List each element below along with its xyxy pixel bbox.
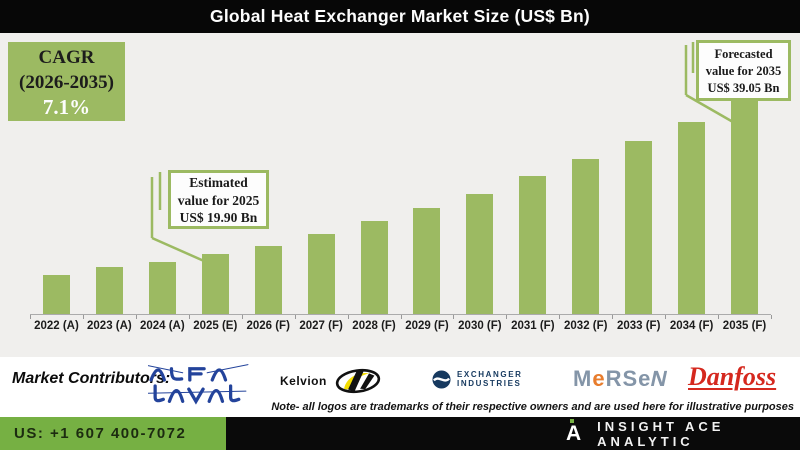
x-axis-tick xyxy=(241,315,243,319)
bar-2029-f- xyxy=(413,208,441,314)
insight-ace-logo-icon: A xyxy=(566,419,582,445)
x-axis-tick xyxy=(559,315,561,319)
mersen-logo: MeRSeN xyxy=(573,366,672,391)
x-axis-tick xyxy=(453,315,455,319)
callout-leader-lines xyxy=(150,42,734,263)
x-axis-tick xyxy=(188,315,190,319)
x-axis-line xyxy=(30,314,771,315)
contributors-strip: Market Contributors: xyxy=(0,357,800,417)
title-bar: Global Heat Exchanger Market Size (US$ B… xyxy=(0,0,800,33)
phone-number: US: +1 607 400-7072 xyxy=(14,425,187,442)
exchanger-industries-logo: EXCHANGER INDUSTRIES xyxy=(432,370,523,389)
x-axis-label: 2029 (F) xyxy=(405,320,449,332)
x-axis-label: 2030 (F) xyxy=(458,320,502,332)
bar-2027-f- xyxy=(307,234,335,314)
kelvion-logo-text: Kelvion xyxy=(280,374,327,388)
x-axis-label: 2035 (F) xyxy=(722,320,767,332)
x-axis-label: 2034 (F) xyxy=(669,320,714,332)
x-axis-label: 2024 (A) xyxy=(139,320,185,332)
bar-2034-f- xyxy=(678,122,706,314)
cagr-period: (2026-2035) xyxy=(19,72,114,93)
x-axis-label: 2023 (A) xyxy=(87,320,132,332)
cagr-title: CAGR xyxy=(38,47,95,68)
exchanger-industries-text: EXCHANGER INDUSTRIES xyxy=(457,370,523,388)
x-axis-tick xyxy=(506,315,508,319)
x-axis-tick xyxy=(294,315,296,319)
alfa-laval-logo xyxy=(147,360,250,411)
forecasted-value-callout: Forecasted value for 2035 US$ 39.05 Bn xyxy=(696,40,791,101)
x-axis-label: 2025 (E) xyxy=(193,320,238,332)
bar-2032-f- xyxy=(572,159,600,314)
contributors-label: Market Contributors: xyxy=(12,370,171,387)
kelvion-logo-icon xyxy=(335,368,380,394)
callout-line: US$ 39.05 Bn xyxy=(707,81,780,95)
chart-area: CAGR (2026-2035) 7.1% 2022 (A) 2023 (A) 20… xyxy=(0,33,800,357)
bar-2035-f- xyxy=(731,100,759,314)
x-axis-tick xyxy=(30,315,31,319)
x-axis-tick xyxy=(718,315,720,319)
x-axis-tick xyxy=(665,315,667,319)
brand-lockup: A INSIGHT ACE ANALYTIC xyxy=(566,419,800,449)
exchanger-industries-icon xyxy=(432,370,451,389)
x-axis-tick xyxy=(135,315,137,319)
brand-banner: A INSIGHT ACE ANALYTIC xyxy=(226,417,800,450)
x-axis-label: 2033 (F) xyxy=(616,320,661,332)
callout-line: Forecasted xyxy=(714,47,773,61)
chart-title: Global Heat Exchanger Market Size (US$ B… xyxy=(210,6,590,26)
bar-2024-a- xyxy=(148,261,176,314)
x-axis-label: 2022 (A) xyxy=(34,320,79,332)
x-axis-label: 2026 (F) xyxy=(246,320,290,332)
brand-name: INSIGHT ACE ANALYTIC xyxy=(597,418,725,449)
estimated-value-callout: Estimated value for 2025 US$ 19.90 Bn xyxy=(168,170,269,229)
bar-2033-f- xyxy=(625,140,653,314)
cagr-value: 7.1% xyxy=(42,95,91,119)
callout-line: value for 2025 xyxy=(177,192,260,208)
kelvion-logo: Kelvion xyxy=(280,367,382,395)
x-axis-label: 2027 (F) xyxy=(299,320,343,332)
x-axis-tick xyxy=(400,315,402,319)
x-axis-label: 2031 (F) xyxy=(511,320,555,332)
danfoss-logo: Danfoss xyxy=(688,362,777,391)
bar-2026-f- xyxy=(254,245,282,314)
callout-line: Estimated xyxy=(189,175,248,190)
bar-2023-a- xyxy=(95,267,123,314)
callout-line: value for 2035 xyxy=(705,64,782,78)
bar-2030-f- xyxy=(466,193,494,314)
x-axis-label: 2028 (F) xyxy=(352,320,396,332)
trademark-note: Note- all logos are trademarks of their … xyxy=(271,401,794,413)
bar-2025-e- xyxy=(201,254,229,314)
x-axis-label: 2032 (F) xyxy=(564,320,608,332)
bar-2028-f- xyxy=(360,221,388,314)
x-axis-tick xyxy=(82,315,84,319)
alfa-laval-logo-glyphs xyxy=(147,364,249,405)
x-axis-tick xyxy=(771,315,772,319)
x-axis-tick xyxy=(612,315,614,319)
bar-2022-a- xyxy=(42,275,70,314)
bar-2031-f- xyxy=(519,176,547,314)
callout-line: US$ 19.90 Bn xyxy=(179,210,258,225)
cagr-badge: CAGR (2026-2035) 7.1% xyxy=(8,42,125,121)
x-axis-tick xyxy=(347,315,349,319)
phone-banner: US: +1 607 400-7072 xyxy=(0,417,226,450)
